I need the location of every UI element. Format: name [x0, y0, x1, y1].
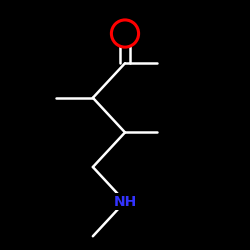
Text: NH: NH	[114, 195, 136, 209]
Circle shape	[112, 20, 138, 47]
